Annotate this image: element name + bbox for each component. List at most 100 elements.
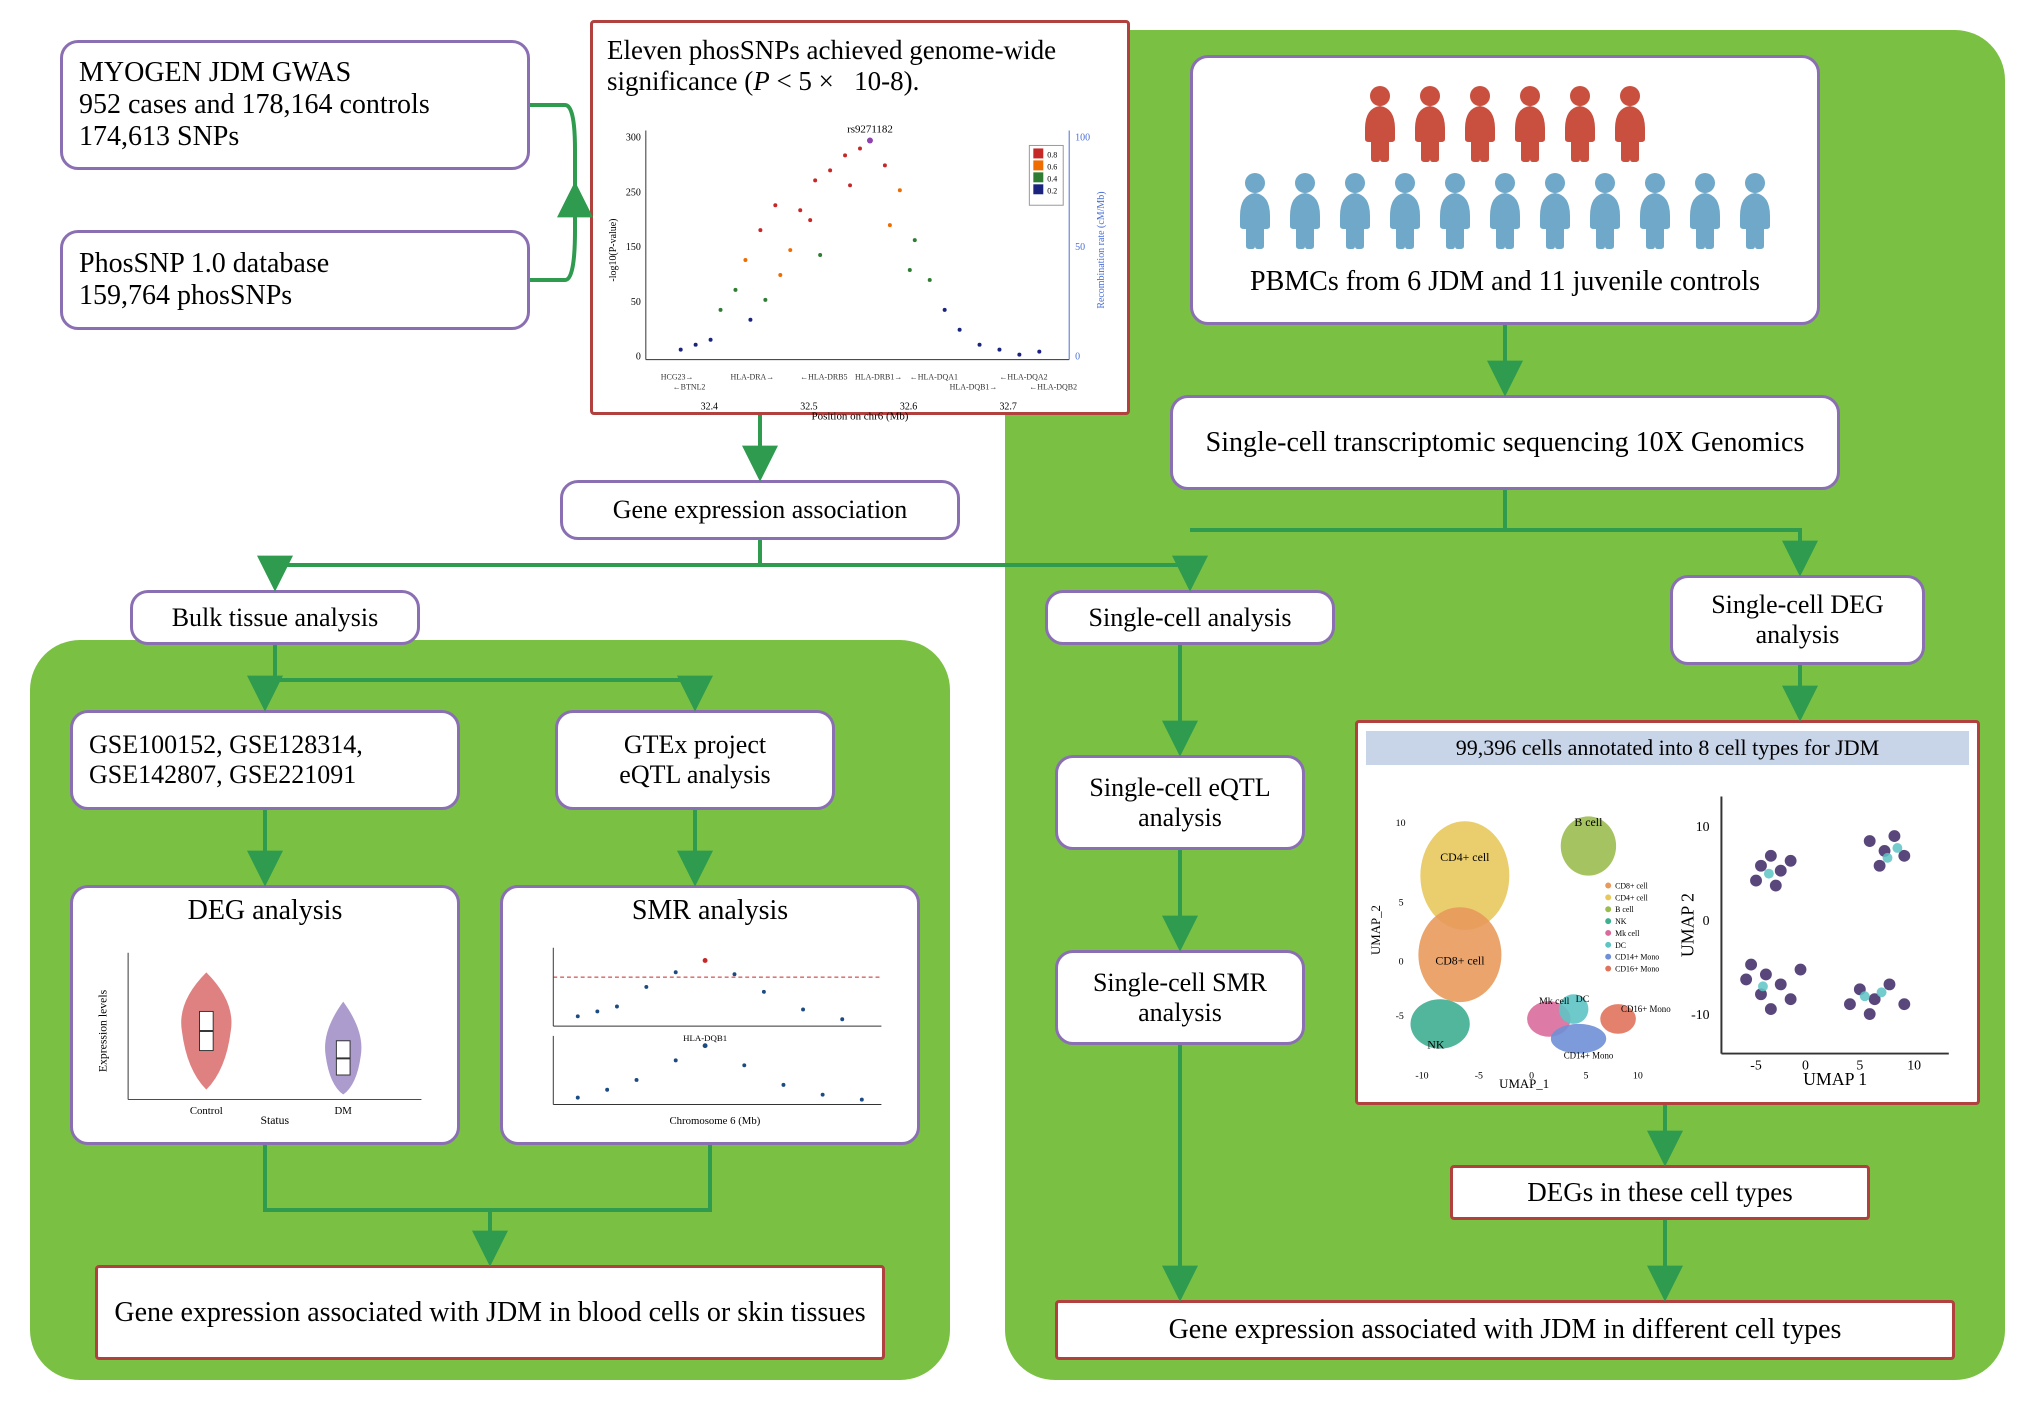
degs-box: DEGs in these cell types xyxy=(1450,1165,1870,1220)
svg-text:-5: -5 xyxy=(1475,1070,1483,1081)
svg-text:250: 250 xyxy=(626,187,641,198)
pbmc-label: PBMCs from 6 JDM and 11 juvenile control… xyxy=(1250,266,1760,298)
svg-text:0: 0 xyxy=(1075,352,1080,363)
svg-text:←HLA-DQA1: ←HLA-DQA1 xyxy=(910,373,958,382)
svg-text:←BTNL2: ←BTNL2 xyxy=(673,383,706,392)
svg-text:HCG23→: HCG23→ xyxy=(661,373,694,382)
svg-text:CD16+ Mono: CD16+ Mono xyxy=(1615,965,1659,974)
svg-text:0: 0 xyxy=(1529,1070,1534,1081)
svg-text:10: 10 xyxy=(1908,1057,1922,1072)
svg-text:-5: -5 xyxy=(1751,1057,1763,1072)
svg-text:-log10(P-value): -log10(P-value) xyxy=(608,219,619,282)
single-label-box: Single-cell analysis xyxy=(1045,590,1335,645)
gtex-line1: GTEx project xyxy=(624,730,766,760)
svg-text:DC: DC xyxy=(1615,941,1626,950)
svg-text:100: 100 xyxy=(1075,132,1090,143)
svg-text:0: 0 xyxy=(1399,957,1404,968)
gse-line1: GSE100152, GSE128314, xyxy=(89,730,441,760)
bulk-label: Bulk tissue analysis xyxy=(172,603,379,633)
sc-deg-box: Single-cell DEG analysis xyxy=(1670,575,1925,665)
sc-eqtl-box: Single-cell eQTL analysis xyxy=(1055,755,1305,850)
svg-text:32.4: 32.4 xyxy=(701,401,718,412)
manhattan-box: Eleven phosSNPs achieved genome-wide sig… xyxy=(590,20,1130,415)
lead-snp-label: rs9271182 xyxy=(847,124,893,136)
svg-text:50: 50 xyxy=(631,297,641,308)
svg-text:←HLA-DRB5: ←HLA-DRB5 xyxy=(800,373,847,382)
svg-text:Recombination rate (cM/Mb): Recombination rate (cM/Mb) xyxy=(1096,191,1107,308)
umap-box: 99,396 cells annotated into 8 cell types… xyxy=(1355,720,1980,1105)
gene-expr-assoc-box: Gene expression association xyxy=(560,480,960,540)
svg-text:←HLA-DQB2: ←HLA-DQB2 xyxy=(1029,383,1077,392)
sc-deg-label: Single-cell DEG analysis xyxy=(1689,590,1906,650)
gtex-box: GTEx project eQTL analysis xyxy=(555,710,835,810)
gwas-line2: 952 cases and 178,164 controls xyxy=(79,89,511,121)
svg-text:DM: DM xyxy=(335,1105,353,1117)
bulk-label-box: Bulk tissue analysis xyxy=(130,590,420,645)
people-icons xyxy=(1230,82,1780,256)
svg-text:CD16+ Mono: CD16+ Mono xyxy=(1621,1004,1671,1014)
svg-text:5: 5 xyxy=(1583,1070,1588,1081)
svg-text:300: 300 xyxy=(626,132,641,143)
svg-text:0: 0 xyxy=(636,352,641,363)
phossnp-line1: PhosSNP 1.0 database xyxy=(79,248,511,280)
scseq-box: Single-cell transcriptomic sequencing 10… xyxy=(1170,395,1840,490)
svg-text:150: 150 xyxy=(626,242,641,253)
gse-line2: GSE142807, GSE221091 xyxy=(89,760,441,790)
gse-box: GSE100152, GSE128314, GSE142807, GSE2210… xyxy=(70,710,460,810)
scseq-label: Single-cell transcriptomic sequencing 10… xyxy=(1206,427,1805,459)
svg-text:NK: NK xyxy=(1427,1038,1445,1052)
deg-box: DEG analysis Expression levels Status Co… xyxy=(70,885,460,1145)
smr-plot: Chromosome 6 (Mb) HLA-DQB1 xyxy=(519,931,901,1131)
svg-text:10: 10 xyxy=(1396,818,1406,829)
manhattan-title: Eleven phosSNPs achieved genome-wide sig… xyxy=(601,31,1119,101)
sc-result: Gene expression associated with JDM in d… xyxy=(1169,1314,1842,1346)
deg-title: DEG analysis xyxy=(188,895,343,927)
smr-title: SMR analysis xyxy=(632,895,788,927)
svg-text:0.4: 0.4 xyxy=(1047,174,1057,183)
manhattan-plot: 0 50 150 250 300 -log10(P-value) 0 50 10… xyxy=(601,105,1119,425)
smr-box: SMR analysis Chromosome 6 (Mb) HLA-DQB1 xyxy=(500,885,920,1145)
umap2-plot: UMAP 2 UMAP 1 10 0 -10 -5 0 5 10 xyxy=(1672,765,1969,1095)
gene-expr-assoc-label: Gene expression association xyxy=(613,495,908,525)
sc-smr-box: Single-cell SMR analysis xyxy=(1055,950,1305,1045)
sc-eqtl-label: Single-cell eQTL analysis xyxy=(1074,773,1286,833)
sc-smr-label: Single-cell SMR analysis xyxy=(1074,968,1286,1028)
svg-text:-10: -10 xyxy=(1415,1070,1428,1081)
svg-text:B cell: B cell xyxy=(1574,815,1603,829)
svg-text:HLA-DRB1→: HLA-DRB1→ xyxy=(855,373,902,382)
svg-text:UMAP_1: UMAP_1 xyxy=(1499,1077,1549,1091)
sc-result-box: Gene expression associated with JDM in d… xyxy=(1055,1300,1955,1360)
umap1-plot: UMAP_2 UMAP_1 105 0-5 -10-5 0510 CD4+ ce… xyxy=(1366,765,1672,1095)
bulk-result: Gene expression associated with JDM in b… xyxy=(114,1297,865,1329)
svg-text:0.6: 0.6 xyxy=(1047,162,1057,171)
svg-text:10: 10 xyxy=(1696,819,1710,834)
svg-text:Status: Status xyxy=(260,1114,289,1127)
svg-text:UMAP_2: UMAP_2 xyxy=(1369,905,1383,955)
svg-text:CD4+ cell: CD4+ cell xyxy=(1615,893,1649,902)
svg-text:0.2: 0.2 xyxy=(1047,186,1057,195)
svg-text:0.8: 0.8 xyxy=(1047,150,1057,159)
svg-text:Mk cell: Mk cell xyxy=(1539,996,1570,1007)
svg-text:HLA-DQB1→: HLA-DQB1→ xyxy=(950,383,998,392)
svg-text:CD8+ cell: CD8+ cell xyxy=(1615,881,1649,890)
manhattan-xlabel: Position on chr6 (Mb) xyxy=(812,410,909,422)
svg-text:Expression levels: Expression levels xyxy=(97,989,110,1072)
svg-text:Chromosome 6 (Mb): Chromosome 6 (Mb) xyxy=(669,1115,760,1127)
svg-text:NK: NK xyxy=(1615,917,1627,926)
gtex-line2: eQTL analysis xyxy=(619,760,770,790)
svg-text:5: 5 xyxy=(1399,897,1404,908)
svg-text:-5: -5 xyxy=(1396,1011,1404,1022)
svg-text:CD4+ cell: CD4+ cell xyxy=(1440,850,1490,864)
svg-text:CD14+ Mono: CD14+ Mono xyxy=(1564,1051,1614,1061)
bulk-result-box: Gene expression associated with JDM in b… xyxy=(95,1265,885,1360)
svg-text:50: 50 xyxy=(1075,242,1085,253)
svg-text:Control: Control xyxy=(190,1105,223,1117)
manhattan-points xyxy=(679,137,1042,356)
svg-text:DC: DC xyxy=(1576,994,1590,1005)
svg-text:UMAP 2: UMAP 2 xyxy=(1678,893,1698,957)
svg-text:-10: -10 xyxy=(1692,1007,1711,1022)
gwas-line3: 174,613 SNPs xyxy=(79,121,511,153)
svg-text:CD14+ Mono: CD14+ Mono xyxy=(1615,953,1659,962)
svg-text:0: 0 xyxy=(1802,1057,1809,1072)
umap-title: 99,396 cells annotated into 8 cell types… xyxy=(1366,731,1969,765)
